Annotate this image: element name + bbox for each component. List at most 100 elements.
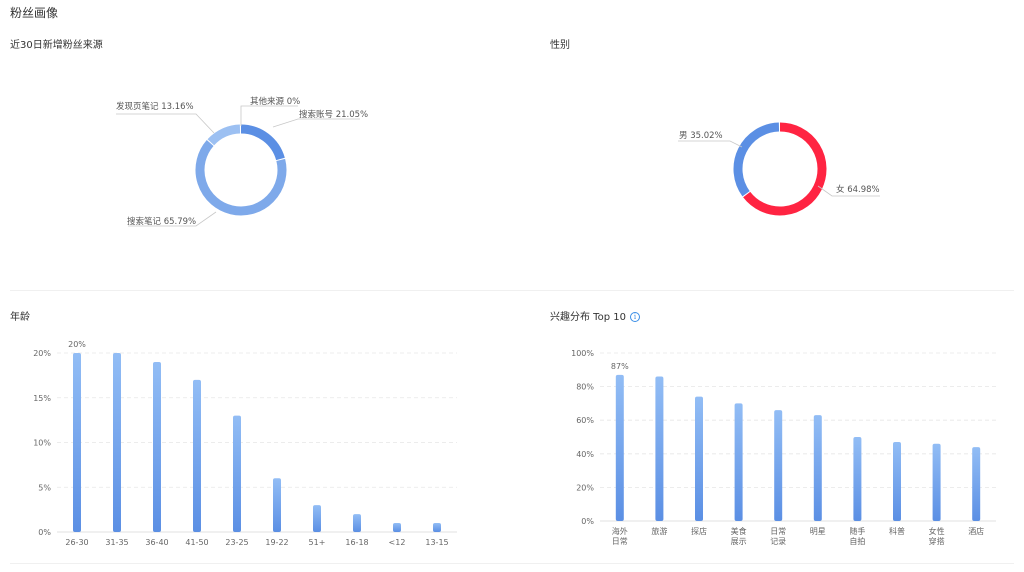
bar-0: [73, 353, 81, 532]
x-tick-line: 26-30: [65, 538, 88, 547]
x-tick-label-8: <12: [389, 538, 406, 547]
y-tick-label-2: 10%: [33, 439, 51, 448]
bar-8: [932, 443, 941, 521]
x-tick-line: 随手: [849, 526, 865, 536]
x-tick-line: 明星: [810, 527, 826, 536]
x-tick-line: 日常: [770, 527, 786, 536]
bar-2: [153, 361, 161, 532]
gender-chart-title: 性别: [550, 40, 570, 51]
x-tick-label-1: 旅游: [651, 526, 667, 536]
x-tick-line: 41-50: [185, 538, 208, 547]
x-tick-label-8: 女性穿搭: [929, 526, 945, 546]
x-tick-label-5: 19-22: [265, 538, 288, 547]
x-tick-label-5: 明星: [810, 527, 826, 536]
page-title: 粉丝画像: [10, 6, 59, 20]
x-tick-line: 23-25: [225, 538, 248, 547]
x-tick-line: 美食: [731, 526, 747, 536]
x-tick-line: 旅游: [651, 526, 667, 536]
bar-2: [695, 396, 703, 521]
slice-label-2: 发现页笔记 13.16%: [116, 101, 194, 112]
x-tick-line: <12: [389, 538, 406, 547]
x-tick-line: 31-35: [105, 538, 128, 547]
x-tick-line: 16-18: [345, 538, 368, 547]
bar-8: [393, 523, 401, 532]
x-tick-line: 51+: [309, 538, 326, 547]
bar-1: [113, 353, 121, 532]
x-tick-label-3: 美食展示: [731, 526, 747, 546]
bar-0: [615, 374, 624, 521]
x-tick-label-0: 海外日常: [612, 526, 628, 546]
donut-slice-1: [195, 140, 287, 216]
y-tick-label-0: 0%: [581, 517, 594, 526]
leader-line-2: [116, 113, 215, 134]
x-tick-line: 36-40: [145, 538, 168, 547]
x-tick-label-1: 31-35: [105, 538, 128, 547]
y-tick-label-1: 20%: [576, 483, 594, 492]
info-icon[interactable]: i: [629, 312, 640, 322]
y-tick-label-5: 100%: [571, 349, 594, 358]
bar-9: [433, 523, 441, 532]
slice-label-0: 搜索账号 21.05%: [299, 109, 368, 120]
bar-1: [655, 376, 664, 521]
x-tick-line: 自拍: [849, 536, 865, 546]
x-tick-label-2: 36-40: [145, 538, 168, 547]
bar-3: [193, 379, 201, 532]
x-tick-line: 探店: [691, 526, 707, 536]
donut-slice-0: [240, 124, 285, 161]
bar-4: [233, 415, 241, 532]
bar-6: [853, 437, 862, 521]
bar-6: [313, 505, 321, 532]
slice-label-0: 女 64.98%: [836, 184, 880, 195]
age-chart-title: 年龄: [10, 312, 30, 323]
data-label-0: 87%: [611, 362, 629, 371]
leader-line-1: [678, 140, 743, 148]
bar-7: [893, 442, 901, 521]
x-tick-label-3: 41-50: [185, 538, 208, 547]
leader-line-0: [817, 185, 880, 197]
data-label-0: 20%: [68, 340, 86, 349]
bar-5: [273, 478, 281, 532]
y-tick-label-3: 15%: [33, 394, 51, 403]
bar-3: [734, 403, 743, 521]
x-tick-line: 记录: [770, 537, 786, 546]
x-tick-label-6: 51+: [309, 538, 326, 547]
x-tick-line: 女性: [929, 526, 945, 536]
x-tick-label-9: 13-15: [425, 538, 448, 547]
x-tick-label-9: 酒店: [968, 526, 984, 536]
slice-label-1: 男 35.02%: [679, 131, 723, 141]
x-tick-line: 海外: [612, 526, 628, 536]
bar-4: [774, 410, 783, 521]
leader-line-1: [128, 211, 217, 227]
bar-9: [972, 447, 981, 521]
x-tick-label-7: 16-18: [345, 538, 368, 547]
x-tick-line: 日常: [612, 537, 628, 546]
bottom-divider: [10, 563, 1014, 564]
bar-5: [813, 415, 822, 521]
x-tick-line: 13-15: [425, 538, 448, 547]
interest-chart-title: 兴趣分布 Top 10 i: [550, 308, 640, 323]
y-tick-label-2: 40%: [576, 450, 594, 459]
x-tick-line: 酒店: [968, 526, 984, 536]
x-tick-label-7: 科普: [889, 526, 905, 536]
leader-line-3: [240, 105, 298, 126]
y-tick-label-4: 80%: [576, 383, 594, 392]
x-tick-label-4: 日常记录: [770, 527, 786, 546]
slice-label-3: 其他来源 0%: [250, 96, 300, 107]
y-tick-label-0: 0%: [38, 528, 51, 537]
y-tick-label-4: 20%: [33, 349, 51, 358]
x-tick-label-4: 23-25: [225, 538, 248, 547]
x-tick-line: 展示: [731, 537, 747, 546]
x-tick-label-6: 随手自拍: [849, 526, 865, 546]
x-tick-label-0: 26-30: [65, 538, 88, 547]
source-chart-title: 近30日新增粉丝来源: [10, 40, 103, 51]
y-tick-label-1: 5%: [38, 483, 51, 492]
leader-line-0: [272, 118, 360, 128]
x-tick-line: 19-22: [265, 538, 288, 547]
x-tick-line: 科普: [889, 526, 905, 536]
donut-slice-2: [207, 124, 241, 146]
donut-slice-0: [743, 122, 827, 216]
